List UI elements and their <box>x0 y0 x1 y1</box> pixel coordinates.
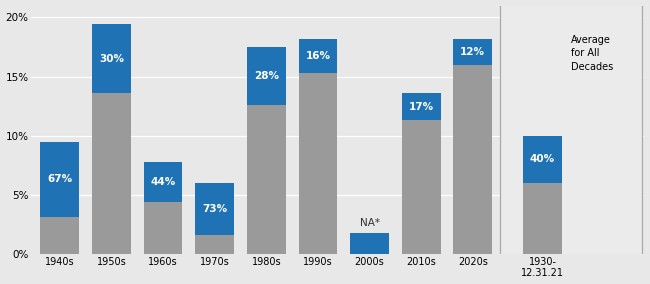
Bar <box>402 120 441 254</box>
Bar <box>298 39 337 73</box>
Bar <box>402 93 441 120</box>
Bar <box>144 162 183 202</box>
Bar <box>247 47 286 105</box>
Text: 67%: 67% <box>47 174 72 184</box>
Bar <box>196 183 234 235</box>
Text: 28%: 28% <box>254 71 279 81</box>
Bar <box>298 73 337 254</box>
Bar <box>523 183 562 254</box>
Text: NA*: NA* <box>359 218 380 228</box>
FancyBboxPatch shape <box>500 2 642 258</box>
Text: 16%: 16% <box>306 51 330 61</box>
Bar <box>523 136 562 183</box>
Bar <box>247 105 286 254</box>
Text: 12%: 12% <box>460 47 486 57</box>
Bar <box>40 217 79 254</box>
Bar <box>92 24 131 93</box>
Bar <box>196 235 234 254</box>
Text: 30%: 30% <box>99 54 124 64</box>
Bar <box>350 233 389 254</box>
Text: 44%: 44% <box>150 177 176 187</box>
Text: 40%: 40% <box>530 154 555 164</box>
Text: 73%: 73% <box>202 204 228 214</box>
Bar <box>144 202 183 254</box>
Bar <box>40 142 79 217</box>
Bar <box>454 64 492 254</box>
Text: Average
for All
Decades: Average for All Decades <box>571 35 614 72</box>
Bar <box>92 93 131 254</box>
Bar <box>454 39 492 64</box>
Text: 17%: 17% <box>409 102 434 112</box>
